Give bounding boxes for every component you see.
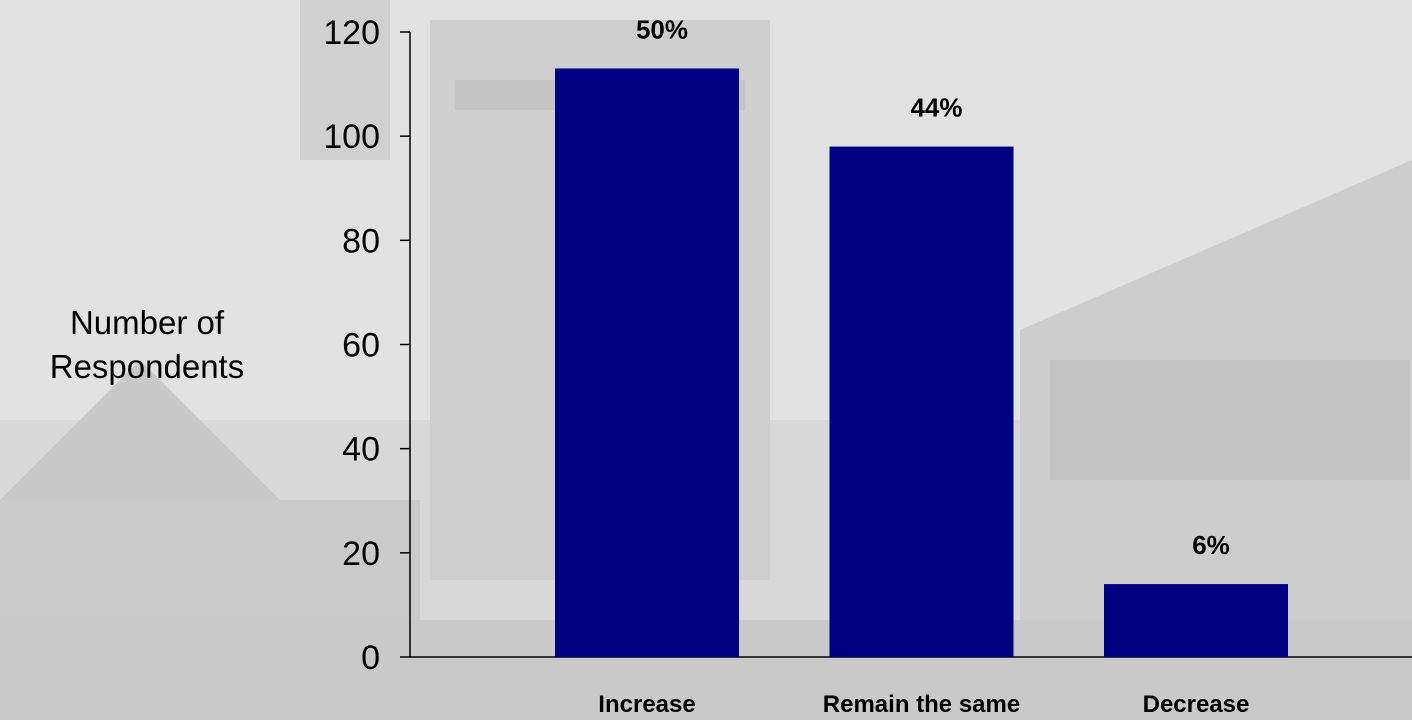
data-label: 50% <box>636 14 688 44</box>
y-tick-label: 0 <box>361 639 380 677</box>
x-category-label: Increase <box>598 691 695 718</box>
y-tick-label: 80 <box>342 222 380 260</box>
y-axis-label-line: Respondents <box>50 348 244 385</box>
y-tick-label: 120 <box>323 14 380 52</box>
y-axis-label: Number of Respondents <box>50 304 244 385</box>
background-clock-tower <box>300 0 390 160</box>
plot-area: 0 20 40 60 80 100 120 Number of Respondents 50% In… <box>50 14 1412 718</box>
background-right-windows <box>1050 360 1410 480</box>
data-label: 44% <box>910 93 962 123</box>
y-tick-label: 100 <box>323 118 380 156</box>
y-axis-label-line: Number of <box>70 304 225 341</box>
y-tick-label: 20 <box>342 535 380 573</box>
bar-remain-the-same <box>829 146 1014 658</box>
bar-increase <box>555 68 739 658</box>
background-left-roof <box>0 360 280 500</box>
bar-decrease <box>1104 584 1288 657</box>
x-category-label: Decrease <box>1143 691 1250 718</box>
y-tick-label: 60 <box>342 327 380 365</box>
data-label: 6% <box>1192 530 1230 560</box>
x-category-label: Remain the same <box>823 691 1020 718</box>
y-tick-label: 40 <box>342 431 380 469</box>
